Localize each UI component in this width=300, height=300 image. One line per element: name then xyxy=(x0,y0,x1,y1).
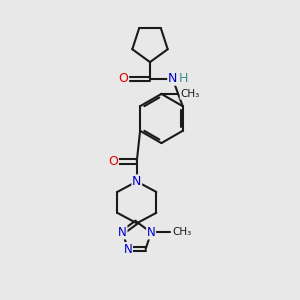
Text: O: O xyxy=(119,72,128,85)
Text: O: O xyxy=(109,155,118,168)
Text: CH₃: CH₃ xyxy=(180,89,200,99)
Text: CH₃: CH₃ xyxy=(172,227,191,237)
Text: N: N xyxy=(147,226,155,239)
Text: N: N xyxy=(168,72,177,85)
Text: N: N xyxy=(118,226,127,239)
Text: N: N xyxy=(124,243,132,256)
Text: N: N xyxy=(132,175,142,188)
Text: H: H xyxy=(179,71,189,85)
